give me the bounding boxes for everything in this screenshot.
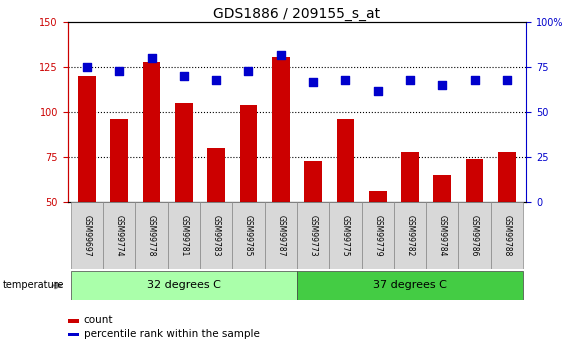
Point — [502, 77, 512, 82]
Bar — [498, 151, 516, 292]
Bar — [71, 271, 297, 300]
Bar — [433, 175, 451, 292]
Point — [179, 73, 189, 79]
Point — [340, 77, 350, 82]
Bar — [68, 333, 79, 336]
Bar — [68, 319, 79, 323]
Bar — [297, 202, 329, 269]
Text: GSM99775: GSM99775 — [341, 215, 350, 256]
Bar — [426, 202, 459, 269]
Text: GSM99783: GSM99783 — [212, 215, 220, 256]
Text: GSM99787: GSM99787 — [276, 215, 285, 256]
Point — [147, 56, 156, 61]
Point — [308, 79, 318, 85]
Point — [405, 77, 415, 82]
Point — [115, 68, 124, 73]
Bar — [175, 103, 193, 292]
Text: GSM99697: GSM99697 — [82, 215, 92, 256]
Bar — [208, 148, 225, 292]
Bar — [143, 62, 161, 292]
Text: GSM99774: GSM99774 — [115, 215, 124, 256]
Bar — [459, 202, 491, 269]
Bar — [135, 202, 168, 269]
Point — [437, 82, 447, 88]
Bar — [491, 202, 523, 269]
Text: GSM99779: GSM99779 — [373, 215, 382, 256]
Title: GDS1886 / 209155_s_at: GDS1886 / 209155_s_at — [213, 7, 380, 21]
Bar — [78, 76, 96, 292]
Text: 37 degrees C: 37 degrees C — [373, 280, 447, 290]
Text: 32 degrees C: 32 degrees C — [147, 280, 221, 290]
Point — [212, 77, 221, 82]
Text: GSM99778: GSM99778 — [147, 215, 156, 256]
Bar — [394, 202, 426, 269]
Bar — [329, 202, 362, 269]
Bar — [240, 105, 258, 292]
Bar — [272, 57, 290, 292]
Bar — [401, 151, 419, 292]
Point — [470, 77, 479, 82]
Text: count: count — [83, 315, 113, 325]
Text: GSM99782: GSM99782 — [406, 215, 415, 256]
Text: temperature: temperature — [3, 280, 65, 290]
Text: GSM99788: GSM99788 — [502, 215, 512, 256]
Bar — [168, 202, 200, 269]
Bar — [297, 271, 523, 300]
Bar — [265, 202, 297, 269]
Bar — [466, 159, 483, 292]
Point — [276, 52, 286, 58]
Text: GSM99785: GSM99785 — [244, 215, 253, 256]
Point — [82, 65, 92, 70]
Text: GSM99773: GSM99773 — [309, 215, 318, 256]
Text: percentile rank within the sample: percentile rank within the sample — [83, 329, 259, 339]
Text: GSM99786: GSM99786 — [470, 215, 479, 256]
Point — [244, 68, 253, 73]
Bar — [200, 202, 232, 269]
Bar — [336, 119, 354, 292]
Point — [373, 88, 382, 93]
Bar — [103, 202, 135, 269]
Text: GSM99784: GSM99784 — [438, 215, 447, 256]
Bar — [362, 202, 394, 269]
Bar — [232, 202, 265, 269]
Bar — [304, 160, 322, 292]
Bar — [71, 202, 103, 269]
Bar — [369, 191, 386, 292]
Text: GSM99781: GSM99781 — [179, 215, 188, 256]
Bar — [111, 119, 128, 292]
